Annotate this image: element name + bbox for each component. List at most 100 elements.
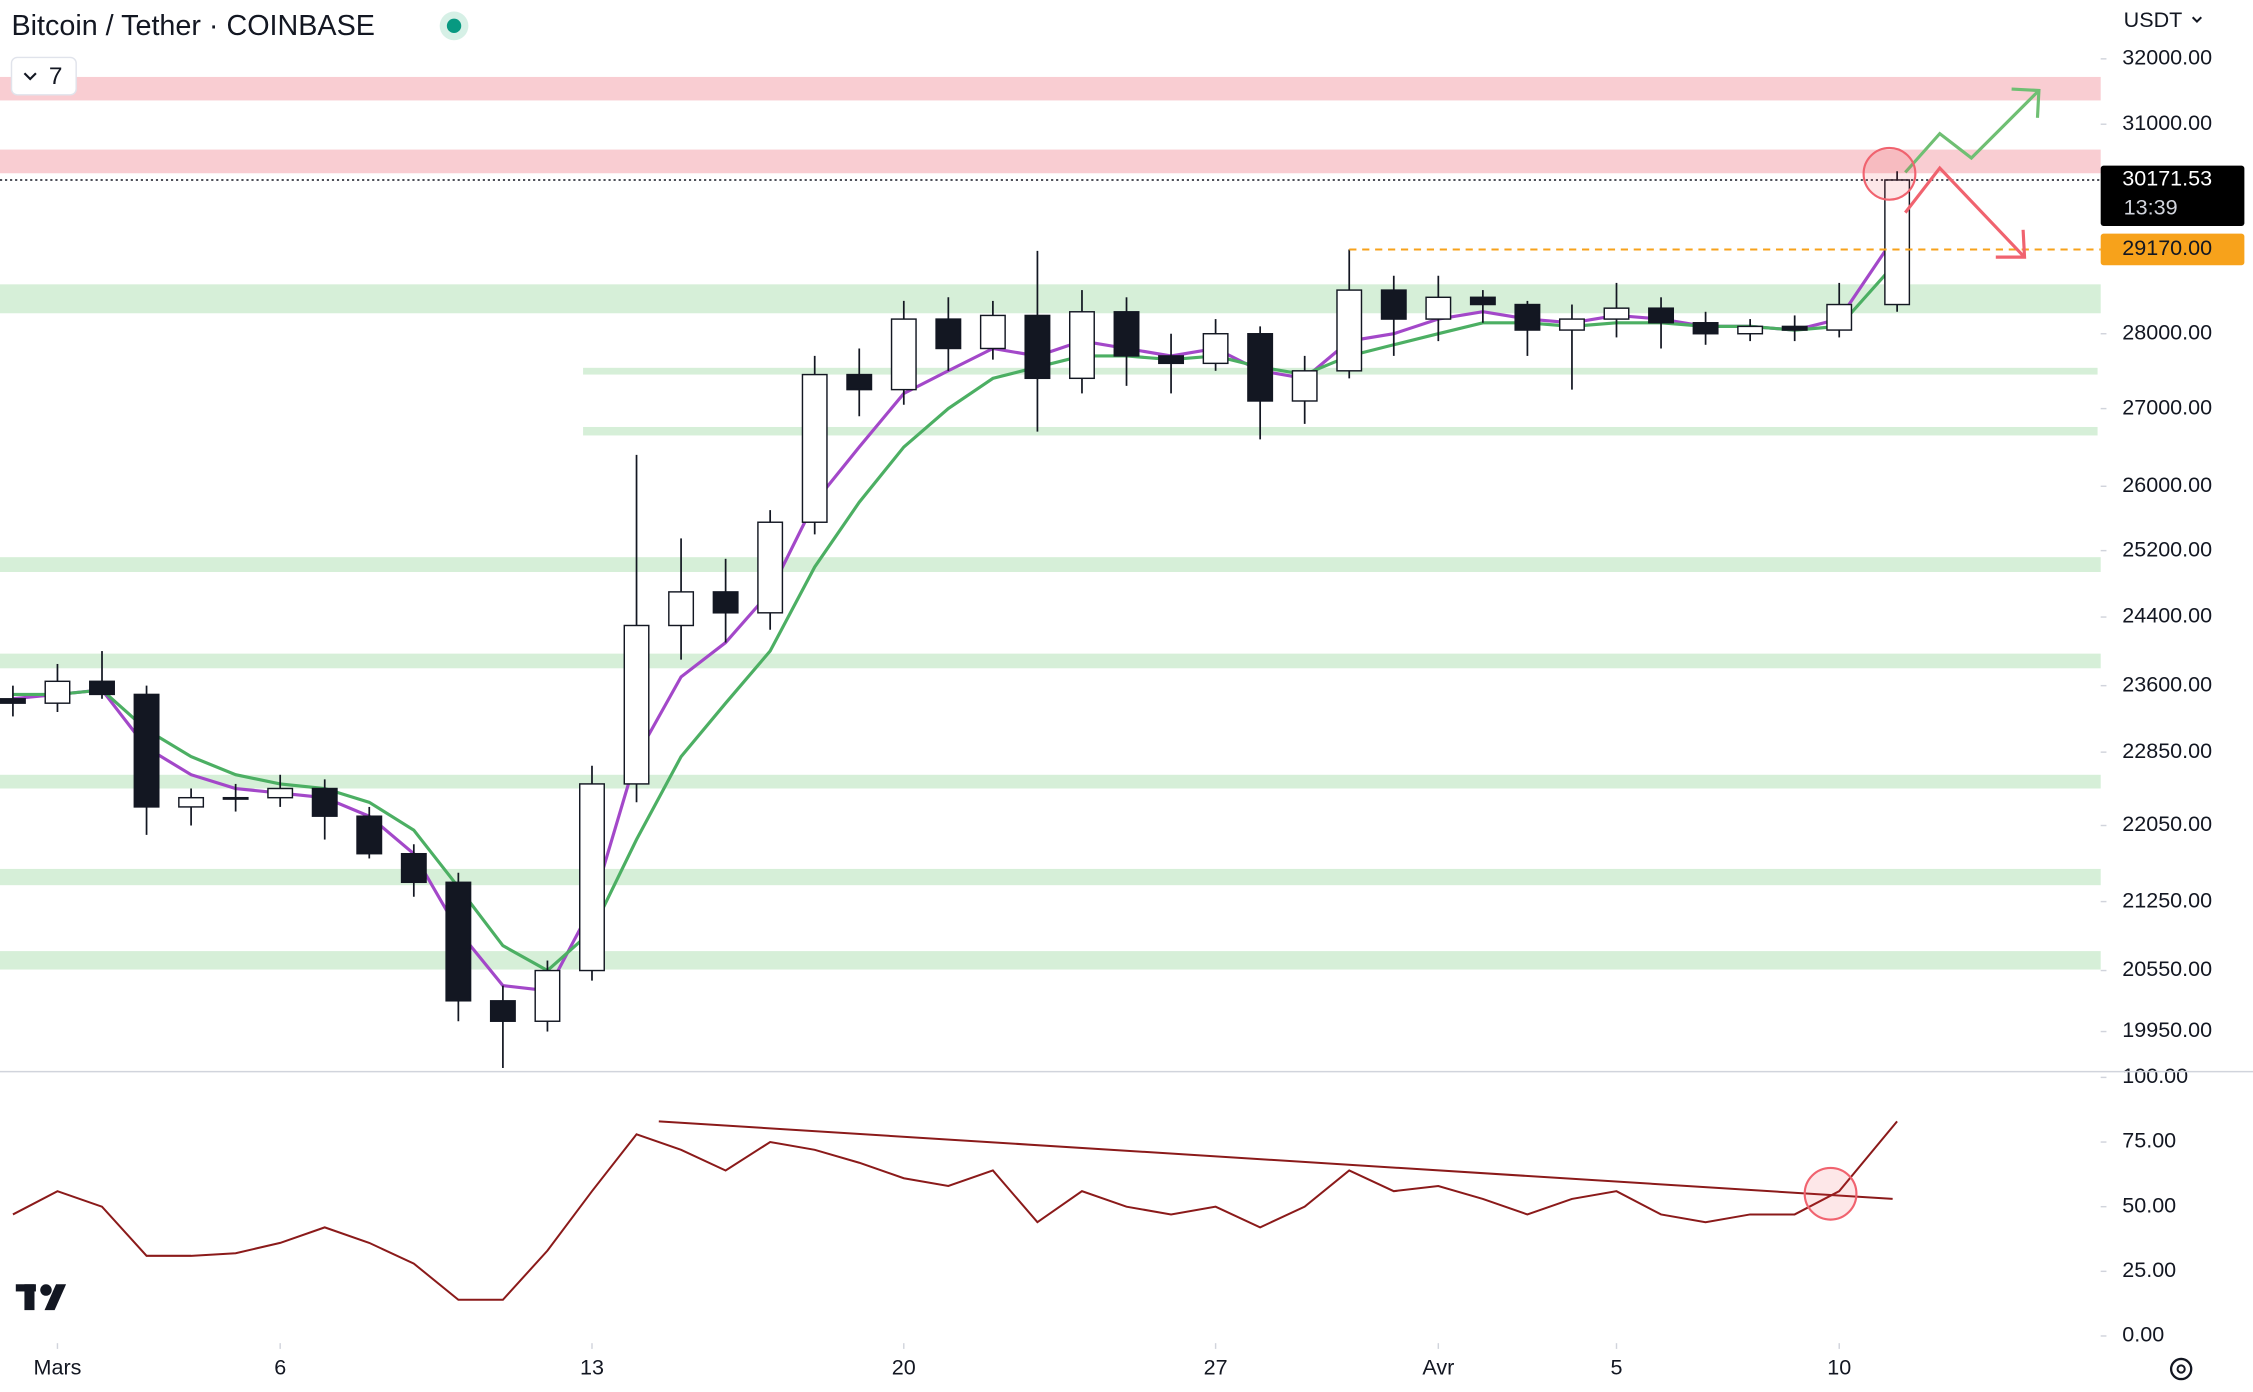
candle-body — [445, 881, 472, 1002]
rsi-trendline — [658, 1120, 1893, 1200]
candle-body — [668, 591, 695, 627]
highlight-circle — [1862, 146, 1917, 201]
candle-body — [1737, 325, 1764, 335]
candle-body — [489, 1000, 516, 1022]
last-price-box — [2100, 165, 2245, 226]
x-tick-label: 10 — [1827, 1355, 1851, 1380]
y-tick-label: 27000.00 — [2122, 394, 2212, 419]
candle-body — [1069, 311, 1095, 380]
symbol-title[interactable]: Bitcoin / Tether · COINBASE — [11, 10, 374, 42]
candle-body — [1336, 289, 1363, 372]
logo — [15, 1284, 67, 1311]
candle-body — [1603, 307, 1630, 320]
zone — [0, 868, 2101, 886]
candle-body — [623, 624, 650, 785]
candle-body — [356, 815, 383, 855]
candle-body — [935, 318, 962, 350]
zone — [0, 149, 2101, 174]
zone — [0, 653, 2101, 669]
countdown-label: 13:39 — [2124, 194, 2178, 219]
x-tick-label: 13 — [580, 1355, 604, 1380]
rsi-tick-label: 0.00 — [2122, 1322, 2164, 1347]
y-tick-label: 25200.00 — [2122, 536, 2212, 561]
candle-body — [311, 787, 338, 817]
zone — [0, 774, 2101, 789]
rsi-tick-label: 50.00 — [2122, 1192, 2176, 1217]
candle-body — [1380, 289, 1407, 320]
x-tick-label: 5 — [1611, 1355, 1623, 1380]
x-tick-label: 20 — [892, 1355, 916, 1380]
y-tick-label: 19950.00 — [2122, 1017, 2212, 1042]
candle-body — [0, 698, 26, 704]
level-box — [2100, 233, 2245, 266]
indicators-toggle[interactable] — [10, 56, 77, 96]
level-label: 29170.00 — [2122, 235, 2212, 260]
overlay: 30171.53 13:39 29170.00 — [0, 165, 2245, 266]
candle-body — [846, 373, 873, 391]
y-tick-label: 21250.00 — [2122, 887, 2212, 912]
zone — [0, 284, 2101, 314]
candle-body — [400, 852, 427, 884]
highlight-circle — [1803, 1166, 1858, 1221]
candle-body — [801, 373, 828, 523]
candle-body — [1469, 296, 1496, 306]
y-tick-label: 20550.00 — [2122, 956, 2212, 981]
indicators-count: 7 — [49, 63, 63, 90]
settings-button[interactable] — [2169, 1357, 2193, 1381]
candle-body — [534, 969, 561, 1022]
candle-body — [1158, 355, 1185, 365]
y-tick-label: 31000.00 — [2122, 110, 2212, 135]
zones — [0, 76, 2101, 970]
y-tick-label: 24400.00 — [2122, 603, 2212, 628]
rsi-tick-label: 100.00 — [2122, 1063, 2188, 1088]
y-tick-label: 23600.00 — [2122, 671, 2212, 696]
candle-body — [89, 680, 115, 696]
candle-body — [890, 318, 917, 391]
candle-body — [133, 693, 160, 808]
bearish-arrow — [1904, 165, 2025, 257]
candle-body — [44, 680, 71, 704]
candles — [0, 171, 1911, 1068]
bullish-arrow — [1904, 90, 2039, 174]
currency-selector[interactable]: USDT — [2124, 7, 2183, 32]
zone — [0, 557, 2101, 572]
candle-body — [1781, 325, 1808, 331]
y-tick-label: 22050.00 — [2122, 811, 2212, 836]
candle-body — [1514, 303, 1541, 331]
zone — [583, 426, 2098, 436]
candle-body — [1826, 303, 1853, 331]
zone — [0, 951, 2101, 970]
candle-body — [267, 787, 294, 799]
lines — [12, 232, 1899, 1301]
candle-body — [1247, 333, 1274, 402]
candle-body — [1648, 307, 1675, 324]
axes: 32000.00 31000.00 28000.00 27000.00 26000.00… — [34, 45, 2213, 1380]
market-status-dot — [446, 18, 462, 34]
candle-body — [1024, 314, 1051, 380]
candle-body — [979, 314, 1006, 350]
candle-body — [1291, 370, 1318, 402]
candle-body — [222, 796, 249, 800]
x-tick-label: Avr — [1422, 1355, 1454, 1380]
candle-body — [712, 591, 739, 614]
candle-body — [1692, 322, 1719, 335]
rsi-line — [12, 1120, 1898, 1301]
candle-body — [1558, 318, 1585, 331]
candle-body — [1113, 311, 1140, 357]
last-price-label: 30171.53 — [2122, 166, 2212, 191]
candle-body — [1202, 333, 1229, 365]
chevron — [2191, 16, 2202, 23]
candle-body — [757, 521, 784, 614]
candle-body — [1425, 296, 1452, 320]
zone — [0, 76, 2101, 101]
y-tick-label: 26000.00 — [2122, 472, 2212, 497]
chevron — [23, 72, 37, 81]
x-tick-label: 6 — [274, 1355, 286, 1380]
y-tick-label: 22850.00 — [2122, 738, 2212, 763]
y-tick-label: 28000.00 — [2122, 319, 2212, 344]
rsi-tick-label: 75.00 — [2122, 1128, 2176, 1153]
candle-body — [178, 796, 205, 808]
rsi-tick-label: 25.00 — [2122, 1257, 2176, 1282]
